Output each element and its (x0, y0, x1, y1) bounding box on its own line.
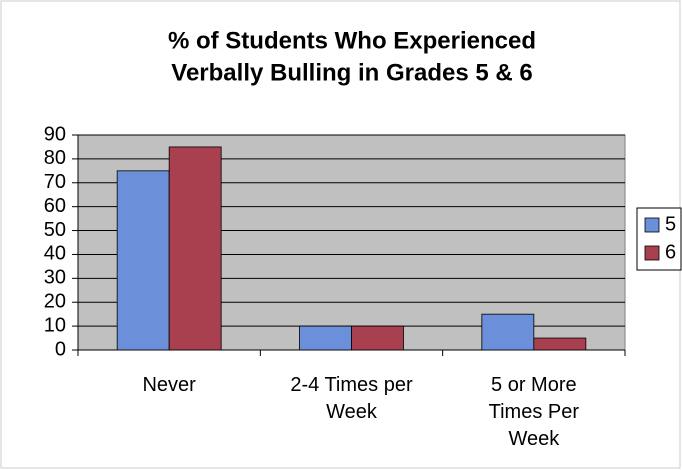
y-tick-label: 70 (44, 171, 66, 193)
y-tick-label: 0 (55, 338, 66, 360)
x-tick-label: Never (142, 374, 196, 396)
bar (481, 313, 535, 351)
bar (351, 325, 404, 351)
bar (116, 170, 170, 351)
y-tick-label: 80 (44, 147, 66, 169)
bar (168, 146, 222, 351)
bar (299, 325, 352, 351)
y-tick-label: 10 (44, 314, 66, 336)
y-tick-label: 40 (44, 243, 66, 265)
legend-swatch (644, 217, 660, 233)
chart-title: % of Students Who Experienced (168, 27, 536, 54)
legend-label: 5 (665, 213, 676, 235)
x-tick-label: 5 or More Times Per Week (488, 374, 580, 450)
legend-swatch (644, 245, 660, 261)
y-tick-label: 30 (44, 267, 66, 289)
chart-title: Verbally Bulling in Grades 5 & 6 (171, 59, 532, 86)
bar (533, 337, 587, 351)
y-tick-label: 20 (44, 291, 66, 313)
y-tick-label: 50 (44, 219, 66, 241)
y-tick-label: 90 (44, 123, 66, 145)
legend-label: 6 (665, 241, 676, 263)
y-tick-label: 60 (44, 195, 66, 217)
x-tick-label: 2-4 Times per Week (290, 374, 413, 423)
